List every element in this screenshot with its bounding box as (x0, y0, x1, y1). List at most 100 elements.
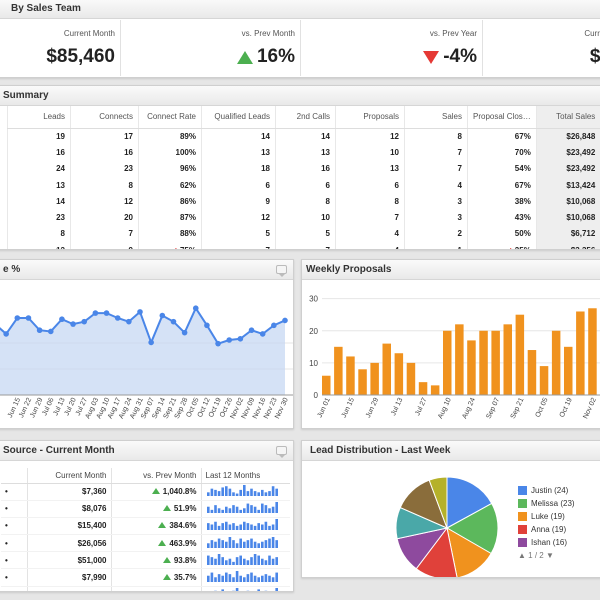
column-header[interactable]: Proposal Clos… (467, 106, 537, 129)
table-row[interactable]: 19 17 89% 14 14 12 8 67% $26,848 (7, 128, 600, 145)
spark-bar (228, 536, 231, 548)
lead-distribution-pie-chart (395, 476, 499, 578)
data-point (237, 335, 244, 342)
spark-bar (267, 491, 271, 497)
bar (551, 330, 561, 395)
x-tick-label: Nov 02 (582, 397, 598, 420)
table-row[interactable]: • $51,000 93.8% (1, 551, 290, 570)
spark-bar (213, 558, 217, 565)
legend-item[interactable]: Anna (19) (518, 523, 575, 536)
data-point (36, 327, 43, 334)
spark-bar (213, 505, 217, 514)
table-row[interactable]: • $26,056 463.9% (1, 534, 290, 553)
data-point (259, 331, 266, 337)
table-cell: 13 (201, 144, 276, 161)
table-row[interactable]: 16 16 100% 13 13 10 7 70% $23,492 (7, 144, 600, 161)
table-cell: 67% (467, 176, 537, 194)
table-row[interactable]: • $7,360 1,040.8% (1, 483, 290, 501)
spark-bar (260, 541, 264, 548)
column-header[interactable]: Connect Rate (138, 106, 202, 129)
kpi-vs-prev-year: vs. Prev Year -4% (301, 20, 483, 76)
table-row[interactable]: 24 23 96% 18 16 13 7 54% $23,492 (7, 160, 600, 177)
data-point (59, 316, 65, 323)
spark-bar (246, 560, 249, 565)
table-cell: 7 (201, 242, 276, 249)
spark-bar (228, 524, 231, 531)
spark-bar (210, 539, 213, 548)
legend-item[interactable]: Luke (19) (518, 510, 575, 523)
bar (358, 369, 367, 395)
legend-item[interactable]: Justin (24) (518, 484, 575, 497)
change-cell: 384.6% (110, 517, 201, 536)
column-header[interactable]: vs. Prev Month (110, 468, 201, 484)
pie-slice[interactable] (428, 476, 448, 529)
column-header[interactable]: Proposals (335, 106, 405, 129)
spark-bar (235, 588, 238, 591)
bar (370, 362, 379, 395)
spark-bar (271, 558, 274, 565)
lead-source-panel: Source - Current Month Current Month vs.… (0, 440, 294, 592)
table-row[interactable]: 13 8 62% 6 6 6 4 67% $13,424 (7, 176, 600, 194)
spark-bar (228, 574, 231, 583)
kpi-label: vs. Prev Year (429, 29, 477, 38)
bar (443, 330, 452, 395)
table-header-row: Leads Connects Connect Rate Qualified Le… (7, 106, 600, 129)
column-header[interactable]: Last 12 Months (200, 468, 290, 484)
column-header[interactable]: Qualified Leads (201, 106, 276, 129)
spark-bar (238, 575, 242, 583)
table-header-row: Current Month vs. Prev Month Last 12 Mon… (1, 468, 290, 484)
data-point (215, 340, 221, 347)
column-header[interactable]: Current Month (26, 468, 111, 484)
pie-slice[interactable] (446, 476, 493, 529)
spark-bar (206, 542, 210, 548)
column-header[interactable]: Total Sales (535, 106, 600, 129)
spark-bar (217, 508, 220, 514)
spark-bar (242, 541, 246, 548)
spark-bar (264, 505, 267, 514)
legend-item[interactable]: Ishan (16) (518, 536, 575, 549)
conversion-chart-title: e % (3, 264, 21, 275)
column-header[interactable]: 2nd Calls (275, 106, 336, 129)
summary-panel-title: Summary (3, 90, 49, 101)
legend-label: Melissa (23) (531, 499, 575, 508)
table-row[interactable]: •$79,5751,857.8% (1, 586, 290, 591)
legend-pager[interactable]: ▲ 1 / 2 ▼ (518, 551, 554, 560)
table-row[interactable]: 129⟶75%7741⟶25%$3,356 (7, 242, 600, 249)
spark-bar (213, 489, 217, 497)
data-point (3, 331, 9, 337)
legend-swatch (518, 525, 527, 534)
table-row[interactable]: 23 20 87% 12 10 7 3 43% $10,068 (7, 209, 600, 226)
table-row[interactable]: • $7,990 35.7% (1, 568, 290, 587)
spark-bar (220, 539, 224, 548)
current-month-cell: $8,076 (26, 500, 111, 518)
table-cell: 5 (275, 225, 336, 243)
kpi-panel: By Sales Team Current Month $85,460 vs. … (0, 0, 600, 78)
table-row[interactable]: • $15,400 384.6% (1, 517, 290, 536)
table-cell: 88% (138, 225, 202, 243)
pie-slice[interactable] (446, 527, 492, 578)
bar (491, 330, 500, 395)
column-header[interactable]: Leads (7, 106, 71, 129)
table-row[interactable]: 8 7 88% 5 5 4 2 50% $6,712 (7, 225, 600, 243)
spark-bar (224, 506, 228, 514)
kpi-value: $85,460 (46, 46, 115, 67)
comment-icon[interactable] (276, 446, 287, 458)
table-cell: 8 (404, 128, 468, 145)
table-row[interactable]: • $8,076 51.9% (1, 500, 290, 518)
legend-item[interactable]: Melissa (23) (518, 497, 575, 510)
table-row[interactable]: 14 12 86% 9 8 8 3 38% $10,068 (7, 193, 600, 210)
spark-bar (253, 541, 256, 548)
table-cell: 3 (404, 209, 468, 226)
table-cell: 2 (404, 225, 468, 243)
pie-slice[interactable] (445, 502, 499, 555)
column-header[interactable]: Sales (404, 106, 468, 129)
comment-icon[interactable] (276, 265, 287, 277)
weekly-proposals-title: Weekly Proposals (306, 264, 392, 275)
spark-bar (256, 577, 260, 583)
sparkline (206, 553, 278, 565)
table-cell: 4 (335, 242, 405, 249)
data-point (170, 318, 177, 325)
change-cell: 35.7% (110, 568, 201, 587)
column-header[interactable]: Connects (70, 106, 139, 129)
table-cell: 13 (335, 160, 405, 177)
